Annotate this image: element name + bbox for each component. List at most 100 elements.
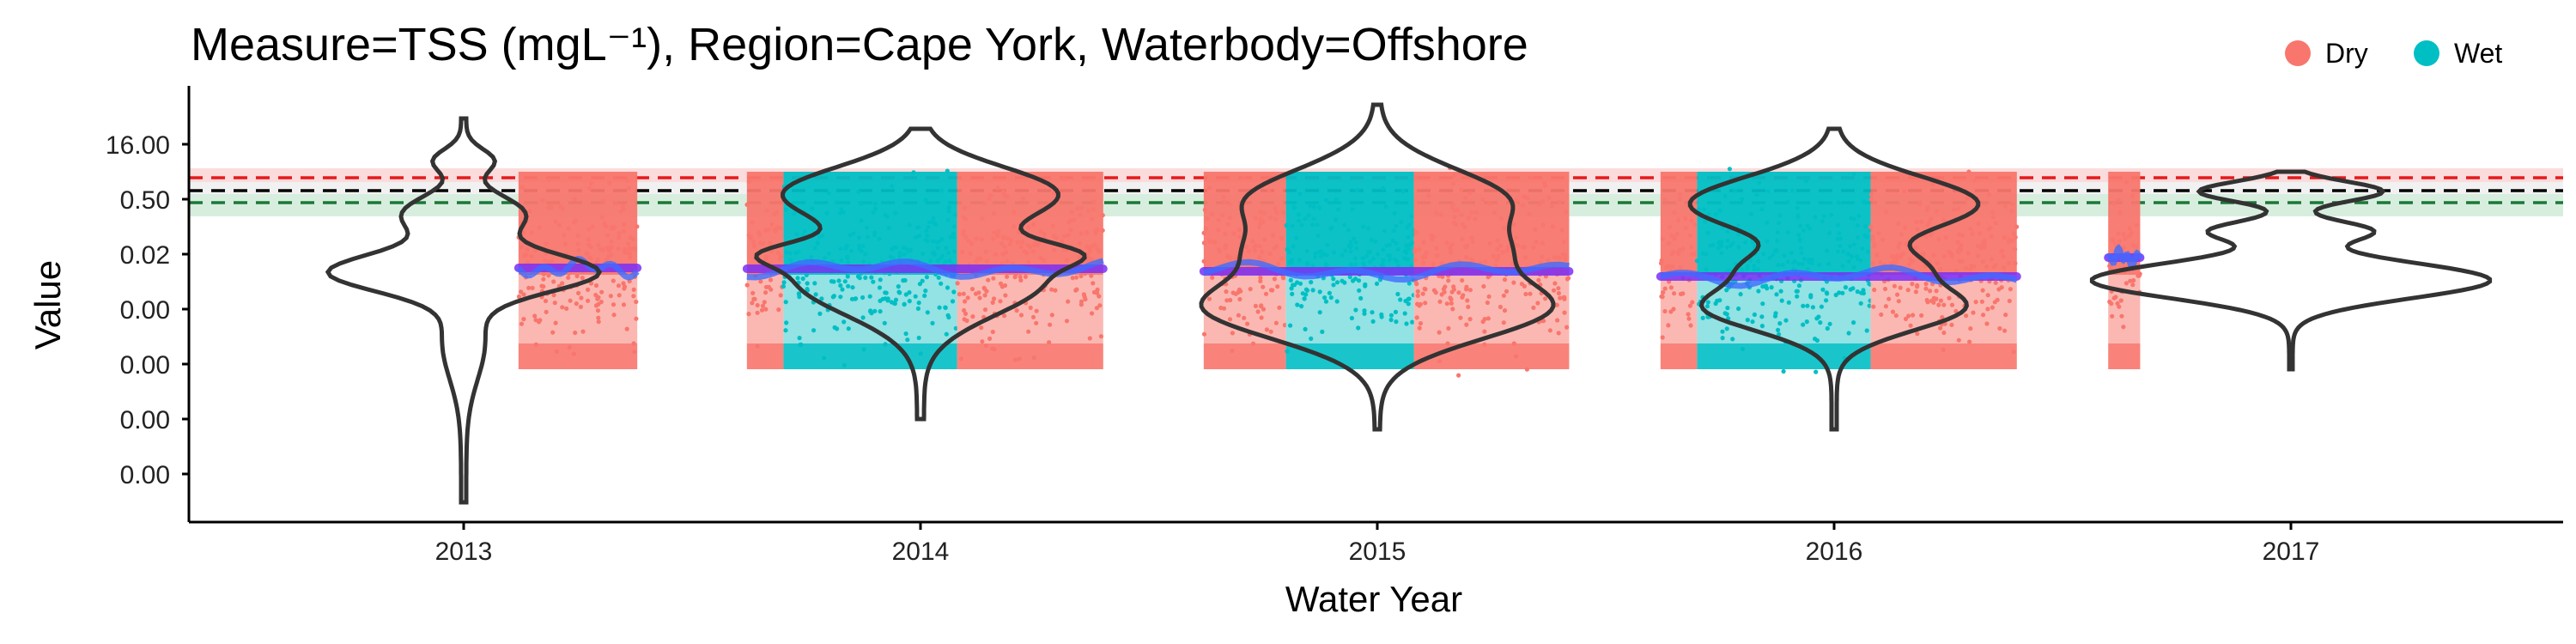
data-point <box>769 222 775 227</box>
data-point <box>1275 284 1280 289</box>
data-point <box>1540 254 1545 259</box>
data-point <box>1323 299 1329 304</box>
data-point <box>1078 299 1084 304</box>
data-point <box>746 312 751 317</box>
data-point <box>1205 216 1210 222</box>
data-point <box>1855 289 1860 295</box>
data-point <box>831 294 837 299</box>
data-point <box>588 180 594 186</box>
data-point <box>1498 216 1504 221</box>
data-point <box>1804 319 1809 325</box>
data-point <box>849 296 855 301</box>
data-point <box>1066 233 1071 238</box>
data-point <box>1222 199 1227 204</box>
data-point <box>903 292 908 297</box>
data-point <box>1984 321 1990 326</box>
data-point <box>1323 261 1328 266</box>
x-axis-label: Water Year <box>1285 579 1462 619</box>
data-point <box>882 320 887 325</box>
data-point <box>831 279 836 284</box>
data-point <box>1373 239 1378 244</box>
data-point <box>1084 244 1090 249</box>
data-point <box>1304 248 1309 254</box>
data-point <box>1394 319 1399 325</box>
data-point <box>622 222 627 227</box>
data-point <box>746 179 751 185</box>
data-point <box>1968 326 1973 331</box>
data-point <box>605 246 611 251</box>
data-point <box>1316 249 1322 254</box>
data-point <box>1034 308 1039 313</box>
data-point <box>1263 291 1269 296</box>
data-point <box>1209 211 1214 216</box>
data-point <box>1867 282 1872 287</box>
y-tick-label: 0.00 <box>120 296 170 325</box>
data-point <box>2003 313 2008 318</box>
season-band-dry-2016 <box>1659 172 1699 369</box>
season-core-bottom <box>1870 343 2017 369</box>
data-point <box>1890 309 1896 314</box>
data-point <box>768 240 773 246</box>
data-point <box>1498 243 1504 248</box>
data-point <box>1991 264 1996 270</box>
data-point <box>1871 304 1876 309</box>
data-point <box>1798 246 1803 251</box>
data-point <box>1018 245 1024 250</box>
data-point <box>2117 239 2122 244</box>
data-point <box>1825 325 1830 331</box>
data-point <box>1835 222 1840 228</box>
data-point <box>590 224 595 229</box>
data-point <box>1236 287 1242 292</box>
data-point <box>1439 261 1444 266</box>
data-point <box>1808 293 1814 298</box>
data-point <box>1455 208 1460 213</box>
data-point <box>2117 210 2123 215</box>
data-point <box>1313 254 1318 259</box>
data-point <box>1780 262 1785 268</box>
season-band-wet-2016 <box>1694 167 1873 374</box>
data-point <box>1422 286 1427 291</box>
data-point <box>1456 290 1461 295</box>
data-point <box>1352 236 1357 241</box>
data-point <box>2013 234 2018 240</box>
data-point <box>1414 315 1419 320</box>
data-point <box>628 255 633 260</box>
data-point <box>1353 262 1358 267</box>
data-point <box>1971 310 1976 315</box>
data-point <box>1094 306 1099 311</box>
data-point <box>1541 319 1546 324</box>
data-point <box>1818 320 1823 325</box>
data-point <box>1883 304 1888 309</box>
data-point <box>983 249 988 254</box>
data-point <box>1444 301 1449 307</box>
data-point <box>635 224 640 229</box>
data-point <box>595 257 600 262</box>
data-point <box>939 236 945 242</box>
data-point <box>1297 281 1303 286</box>
data-point <box>890 183 895 189</box>
data-point <box>1492 210 1498 216</box>
data-point <box>945 217 951 222</box>
data-point <box>1940 315 1945 320</box>
data-point <box>1931 300 1936 305</box>
data-point <box>1993 221 1998 226</box>
data-point <box>1765 220 1770 225</box>
data-point <box>1242 175 1247 181</box>
data-point <box>1325 242 1330 247</box>
data-point <box>1237 234 1242 240</box>
data-point <box>549 205 554 210</box>
data-point <box>1799 251 1804 256</box>
data-point <box>631 287 636 292</box>
data-point <box>1848 287 1853 292</box>
data-point <box>1880 237 1886 242</box>
data-point <box>1361 224 1366 229</box>
data-point <box>1315 222 1320 228</box>
data-point <box>1053 288 1058 293</box>
data-point <box>1676 250 1681 255</box>
data-point <box>600 198 606 204</box>
smooth-line <box>746 258 1104 281</box>
data-point <box>1825 248 1830 253</box>
data-point <box>1949 322 1954 327</box>
data-point <box>1546 258 1551 263</box>
